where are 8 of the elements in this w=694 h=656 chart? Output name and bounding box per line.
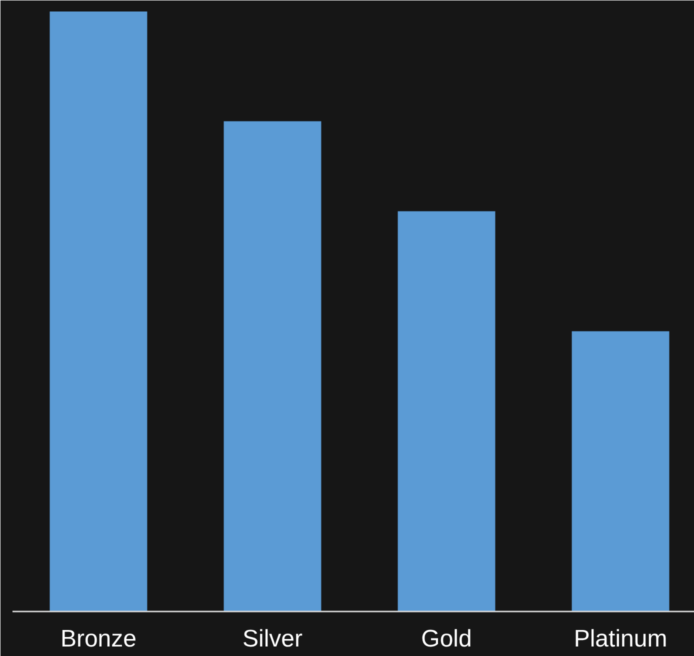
x-tick-label: Gold — [421, 626, 472, 652]
x-tick-label: Bronze — [60, 626, 136, 652]
bar — [572, 331, 670, 612]
x-tick-label: Silver — [242, 626, 303, 652]
bar — [50, 12, 148, 612]
bar — [398, 211, 496, 612]
bar — [224, 121, 322, 612]
x-tick-label: Platinum — [574, 626, 668, 652]
